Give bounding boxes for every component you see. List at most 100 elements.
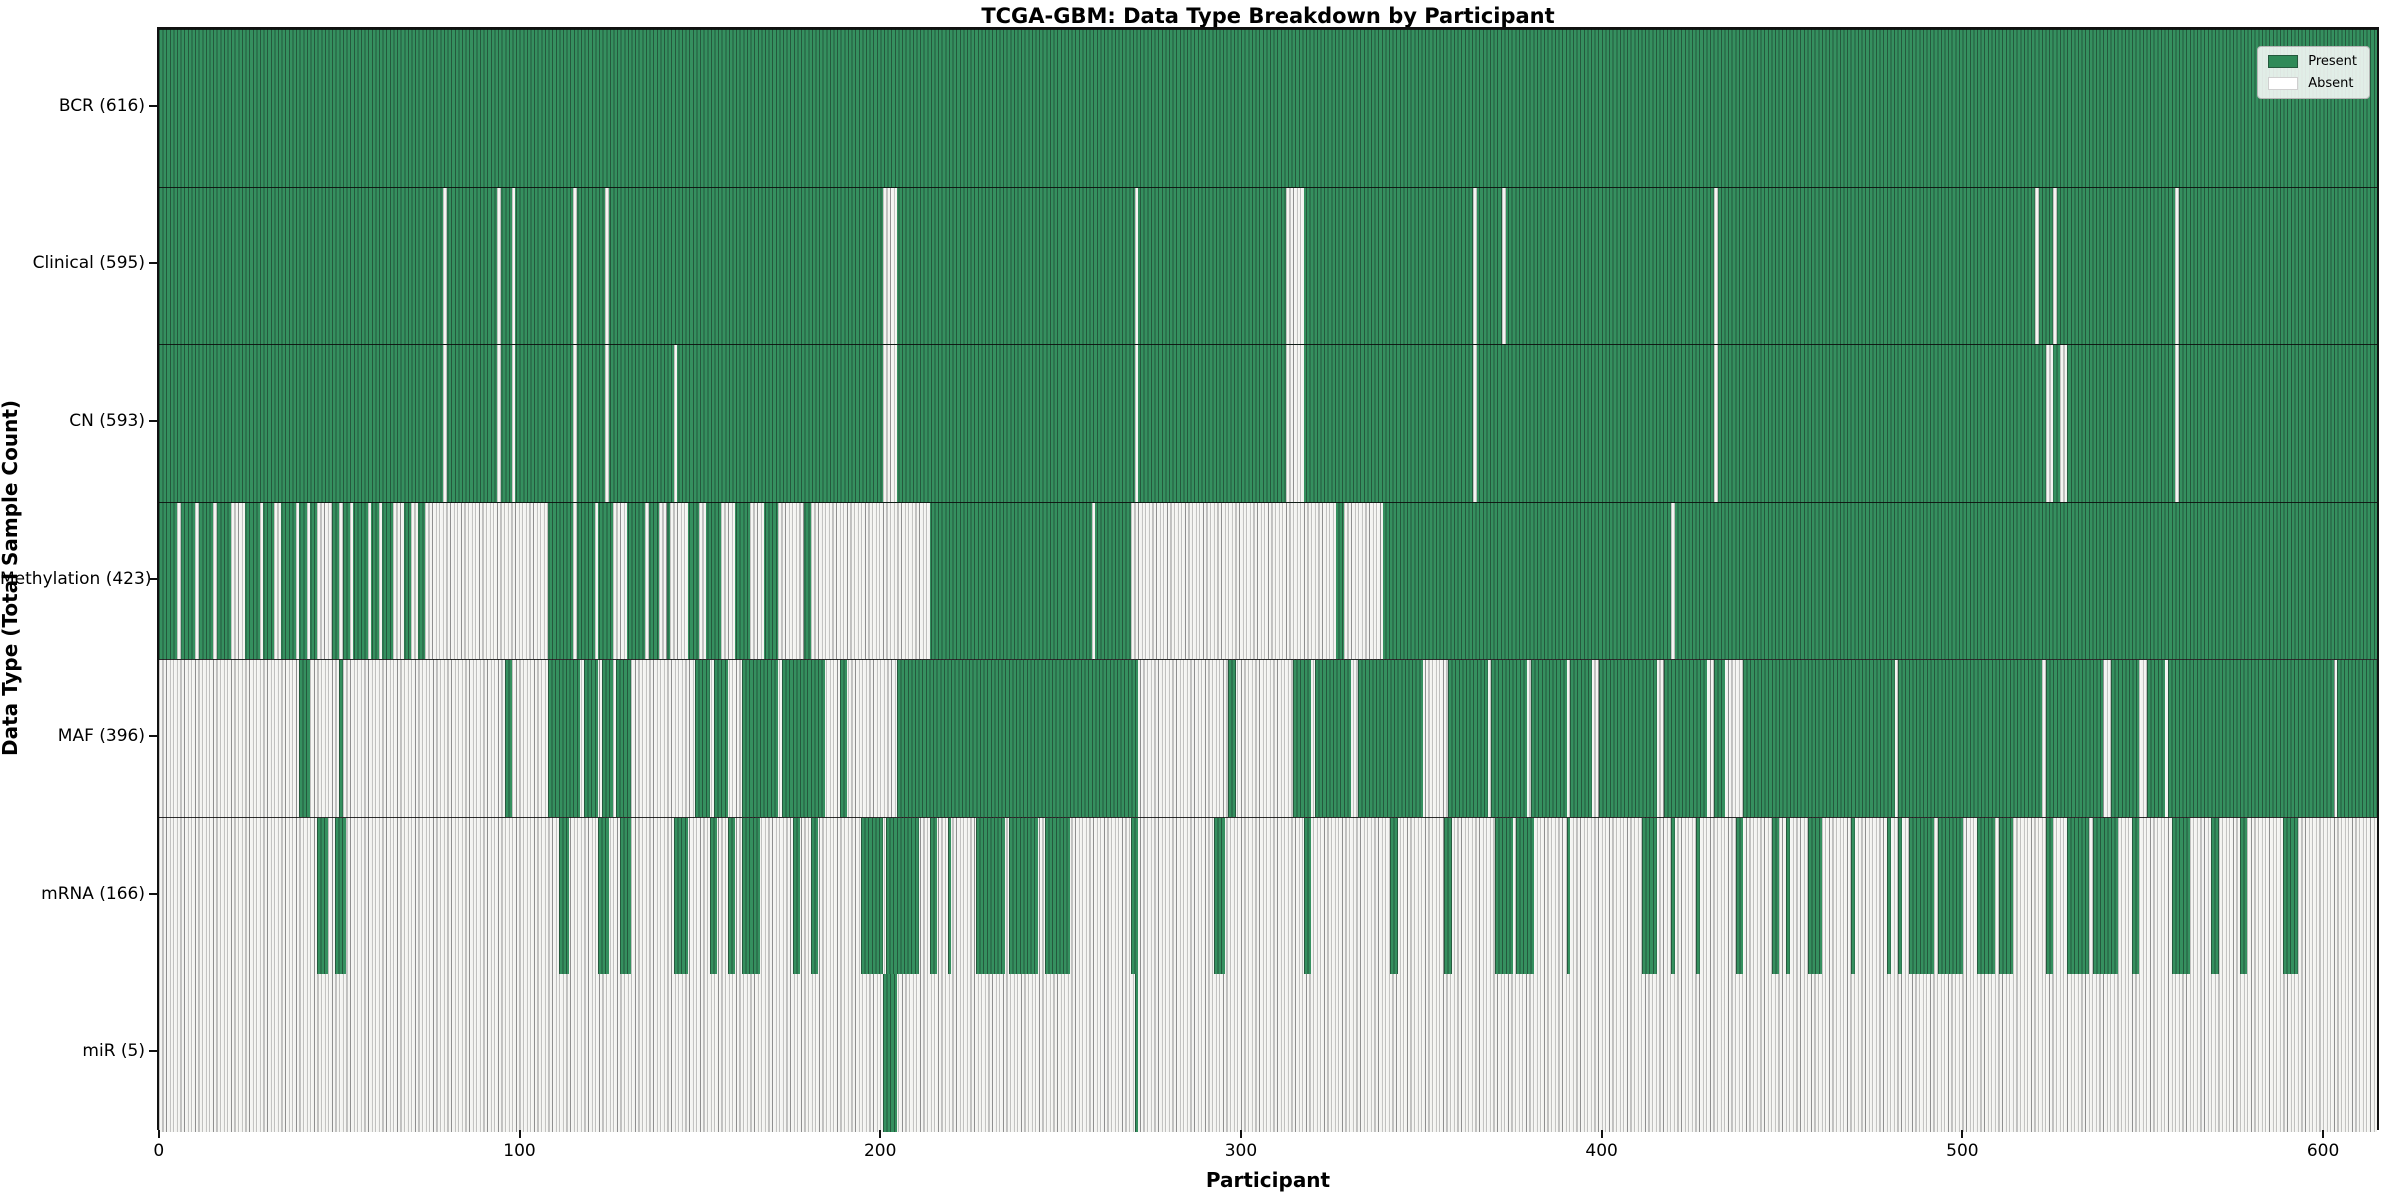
- cn-absent-segment: [2045, 345, 2053, 502]
- clinical-absent-segment: [1502, 187, 1506, 345]
- legend-entry-absent: Absent: [2268, 76, 2357, 91]
- mrna-present-segment: [976, 817, 1006, 975]
- mrna-present-segment: [2211, 817, 2219, 975]
- maf-present-segment: [339, 660, 343, 817]
- mrna-present-segment: [1908, 817, 1935, 975]
- mrna-present-segment: [1898, 817, 1902, 975]
- chart-title: TCGA-GBM: Data Type Breakdown by Partici…: [981, 4, 1555, 28]
- methylation-absent-segment: [699, 502, 707, 660]
- mrna-present-segment: [1998, 817, 2014, 975]
- maf-present-segment: [1358, 660, 1423, 817]
- mrna-present-segment: [810, 817, 818, 975]
- x-tick-mark: [879, 1130, 882, 1138]
- x-tick-mark: [1600, 1130, 1603, 1138]
- mrna-present-segment: [2171, 817, 2190, 975]
- mrna-present-segment: [1772, 817, 1780, 975]
- mrna-present-segment: [2067, 817, 2089, 975]
- maf-present-segment: [1293, 660, 1312, 817]
- methylation-absent-segment: [659, 502, 667, 660]
- cn-absent-segment: [882, 345, 898, 502]
- maf-present-segment: [1743, 660, 1895, 817]
- mrna-present-segment: [1131, 817, 1139, 975]
- cn-absent-segment: [1714, 345, 1719, 502]
- clinical-absent-segment: [2052, 187, 2057, 345]
- maf-present-segment: [1530, 660, 1567, 817]
- legend-entry-present: Present: [2268, 54, 2357, 69]
- cn-absent-segment: [605, 345, 610, 502]
- maf-present-segment: [1599, 660, 1657, 817]
- maf-present-segment: [839, 660, 847, 817]
- methylation-absent-segment: [1671, 502, 1675, 660]
- mrna-present-segment: [1213, 817, 1225, 975]
- methylation-absent-segment: [177, 502, 181, 660]
- methylation-absent-segment: [810, 502, 930, 660]
- clinical-absent-segment: [497, 187, 502, 345]
- y-tick-mark: [149, 1050, 157, 1053]
- maf-present-segment: [601, 660, 613, 817]
- maf-present-segment: [1448, 660, 1488, 817]
- row-methylation: [159, 501, 2377, 660]
- methylation-absent-segment: [367, 502, 372, 660]
- legend-absent-label: Absent: [2308, 76, 2354, 91]
- cn-absent-segment: [573, 345, 577, 502]
- maf-present-segment: [781, 660, 826, 817]
- mrna-present-segment: [619, 817, 631, 975]
- mrna-present-segment: [598, 817, 610, 975]
- legend-present-label: Present: [2308, 54, 2357, 69]
- methylation-absent-segment: [425, 502, 548, 660]
- y-tick-label: Clinical (595): [32, 253, 145, 274]
- mrna-present-segment: [886, 817, 919, 975]
- y-tick-label: Methylation (423): [0, 568, 152, 589]
- clinical-absent-segment: [573, 187, 577, 345]
- mrna-present-segment: [558, 817, 570, 975]
- methylation-absent-segment: [573, 502, 577, 660]
- maf-present-segment: [2146, 660, 2165, 817]
- y-tick-mark: [149, 577, 157, 580]
- cn-absent-segment: [1286, 345, 1304, 502]
- methylation-absent-segment: [411, 502, 419, 660]
- clinical-absent-segment: [1473, 187, 1477, 345]
- maf-present-segment: [504, 660, 512, 817]
- maf-present-segment: [616, 660, 631, 817]
- mrna-present-segment: [1977, 817, 1996, 975]
- x-tick-label: 0: [153, 1141, 165, 1161]
- methylation-absent-segment: [349, 502, 354, 660]
- methylation-absent-segment: [1131, 502, 1337, 660]
- x-tick-label: 600: [2306, 1141, 2340, 1161]
- mrna-present-segment: [727, 817, 736, 975]
- x-tick-label: 400: [1585, 1141, 1618, 1161]
- mrna-present-segment: [709, 817, 718, 975]
- y-tick-mark: [149, 262, 157, 265]
- clinical-absent-segment: [1714, 187, 1719, 345]
- clinical-absent-segment: [2034, 187, 2039, 345]
- maf-present-segment: [2110, 660, 2140, 817]
- methylation-absent-segment: [339, 502, 343, 660]
- cn-absent-segment: [511, 345, 516, 502]
- mrna-present-segment: [792, 817, 800, 975]
- x-tick-mark: [518, 1130, 521, 1138]
- methylation-absent-segment: [378, 502, 383, 660]
- cn-absent-segment: [443, 345, 448, 502]
- row-mrna: [159, 816, 2377, 975]
- maf-present-segment: [695, 660, 710, 817]
- mrna-present-segment: [1566, 817, 1571, 975]
- mrna-present-segment: [1786, 817, 1791, 975]
- maf-present-segment: [1491, 660, 1528, 817]
- y-tick-label: mRNA (166): [41, 883, 145, 904]
- row-bcr: [159, 29, 2377, 187]
- mrna-present-segment: [1736, 817, 1744, 975]
- x-tick-label: 100: [503, 1141, 536, 1161]
- cn-absent-segment: [2060, 345, 2068, 502]
- methylation-absent-segment: [778, 502, 804, 660]
- cn-absent-segment: [673, 345, 678, 502]
- mrna-present-segment: [1937, 817, 1963, 975]
- methylation-absent-segment: [594, 502, 599, 660]
- maf-present-segment: [742, 660, 779, 817]
- mrna-present-segment: [1671, 817, 1675, 975]
- mrna-present-segment: [742, 817, 761, 975]
- clinical-absent-segment: [1134, 187, 1139, 345]
- y-tick-label: MAF (396): [57, 726, 145, 747]
- x-tick-mark: [1239, 1130, 1242, 1138]
- y-tick-mark: [149, 735, 157, 738]
- mrna-present-segment: [1494, 817, 1513, 975]
